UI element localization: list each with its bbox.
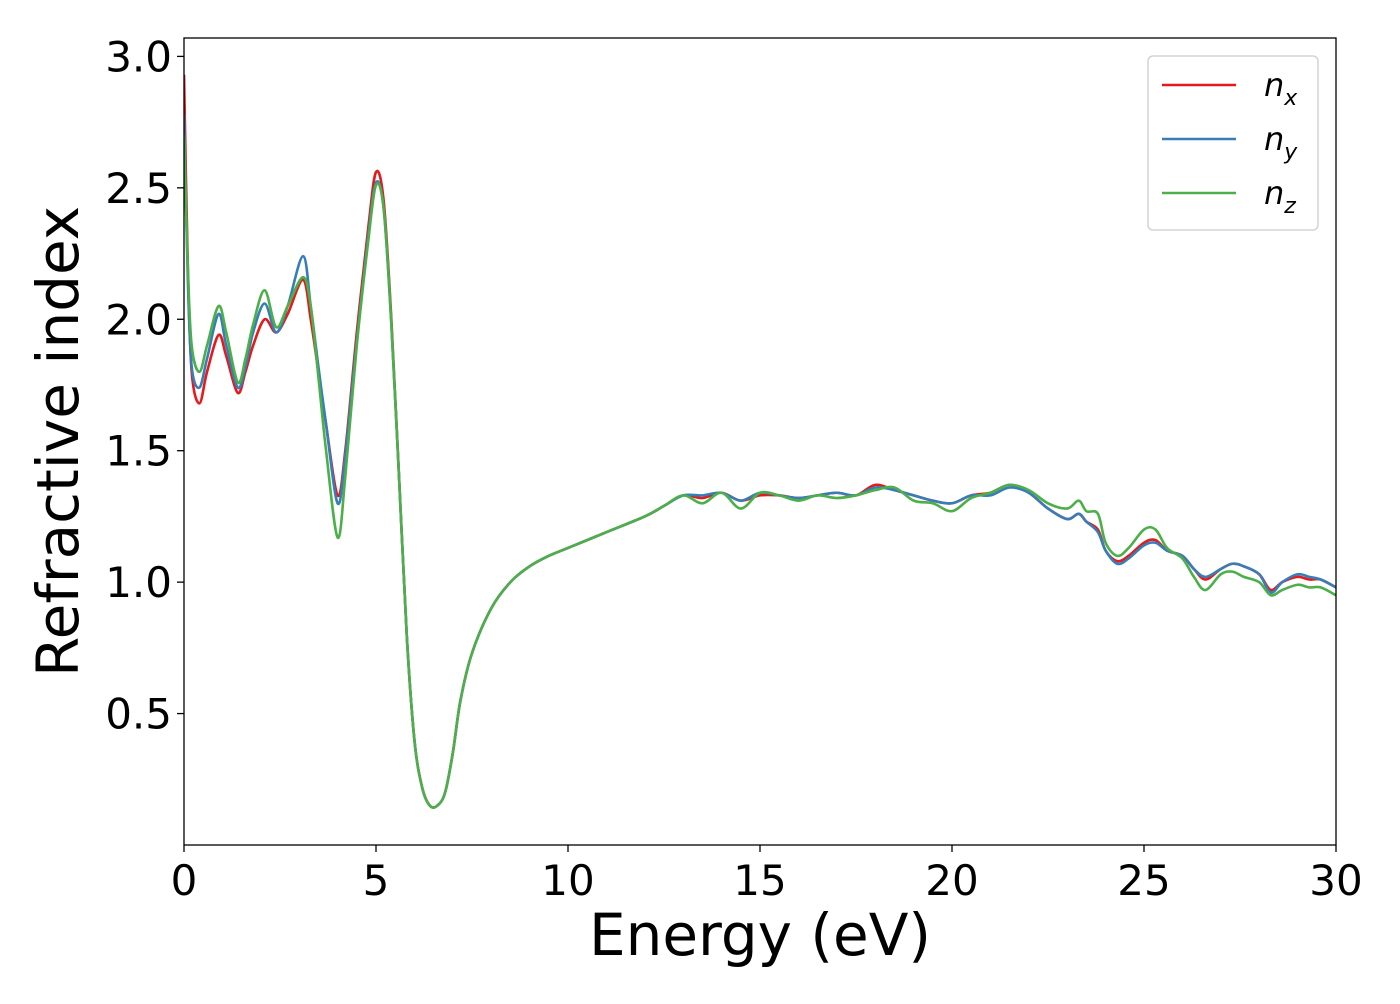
x-tick-label: 5 [363,856,390,905]
legend-label-nz: nz [1264,174,1296,219]
legend-label-main: n [1264,174,1284,212]
x-tick-label: 25 [1117,856,1170,905]
legend-label-subscript: x [1283,86,1298,111]
series-line-nz [184,135,1336,809]
legend-label-nx: nx [1264,66,1298,111]
x-tick-label: 0 [171,856,198,905]
y-tick-label: 3.0 [105,32,172,81]
y-axis: 0.5 1.0 1.5 2.0 2.5 3.0 [105,32,184,739]
x-tick-label: 15 [733,856,786,905]
y-tick-label: 2.5 [105,164,172,213]
x-tick-label: 20 [925,856,978,905]
x-axis-label: Energy (eV) [589,901,931,969]
legend-box [1147,55,1319,231]
x-tick-label: 10 [541,856,594,905]
x-axis: 0 5 10 15 20 25 30 [171,845,1363,905]
x-tick-label: 30 [1309,856,1362,905]
y-tick-label: 1.5 [105,427,172,476]
legend-label-subscript: y [1283,140,1298,165]
y-axis-label: Refractive index [24,206,92,677]
legend-label-ny: ny [1264,120,1298,165]
legend-label-subscript: z [1283,194,1296,219]
legend-label-main: n [1264,120,1284,158]
y-tick-label: 0.5 [105,690,172,739]
series-layer [184,74,1336,809]
legend-label-main: n [1264,66,1284,104]
y-tick-label: 2.0 [105,295,172,344]
y-tick-label: 1.0 [105,558,172,607]
